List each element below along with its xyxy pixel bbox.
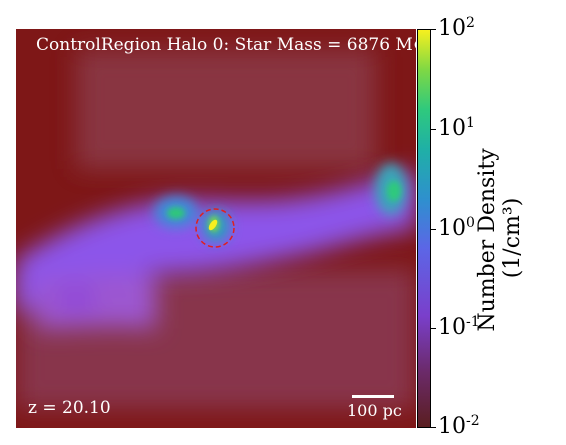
filament-lower [36,274,156,329]
colorbar-unit: (1/cm³) [500,197,525,279]
colorbar-tick-label: 100 [438,215,475,241]
core-left-inner [167,207,185,219]
colorbar-axis-label: Number Density (1/cm³) [475,110,525,370]
colorbar-tick [431,427,436,428]
colorbar-tick [431,129,436,130]
colorbar-tick [431,29,436,30]
colorbar-tick-label: 101 [438,115,475,141]
halo-marker-circle [195,208,235,248]
upper-haze [76,49,376,169]
density-projection-plot: ControlRegion Halo 0: Star Mass = 6876 M… [16,29,416,428]
hotspot-core [208,219,218,231]
lower-blob [56,285,96,313]
colorbar-tick [431,229,436,230]
scale-bar-label: 100 pc [347,401,402,420]
plot-title: ControlRegion Halo 0: Star Mass = 6876 M… [36,35,416,55]
colorbar-tick [431,328,436,329]
density-map [16,29,416,428]
redshift-label: z = 20.10 [28,398,111,418]
colorbar-tick-label: 10-2 [438,413,480,439]
colorbar-label-text: Number Density [475,148,500,332]
scale-bar [352,395,394,398]
core-right-inner [387,181,401,201]
colorbar-tick-label: 10-1 [438,314,480,340]
colorbar-tick-label: 102 [438,15,475,41]
colorbar [417,29,431,428]
